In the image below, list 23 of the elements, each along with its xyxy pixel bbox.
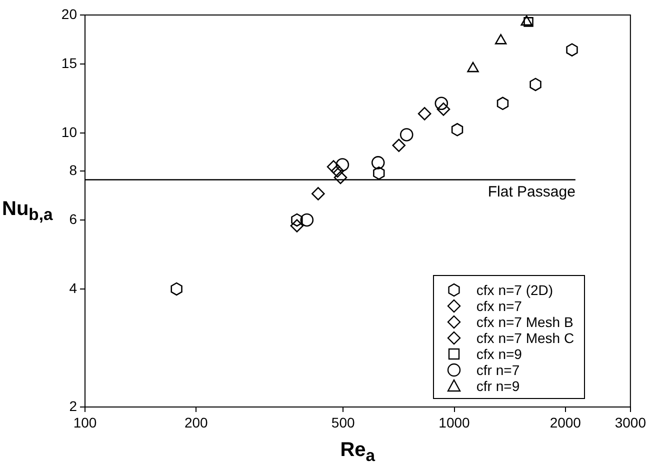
y-tick-label: 8 bbox=[69, 162, 78, 178]
y-tick-label: 20 bbox=[61, 6, 78, 22]
legend-label: cfx n=7 (2D) bbox=[476, 282, 554, 298]
legend-label: cfr n=9 bbox=[476, 378, 520, 394]
y-tick-label: 2 bbox=[69, 398, 78, 414]
legend-label: cfx n=9 bbox=[476, 346, 522, 362]
y-tick-label: 10 bbox=[61, 124, 78, 140]
ref-line-label: Flat Passage bbox=[488, 183, 576, 200]
legend-label: cfx n=7 bbox=[476, 298, 522, 314]
x-tick-label: 500 bbox=[331, 414, 355, 430]
y-tick-label: 6 bbox=[69, 210, 78, 227]
x-axis-title: Re$_{a}$ bbox=[340, 439, 376, 466]
legend-label: cfx n=7 Mesh B bbox=[476, 314, 574, 330]
legend-label: cfr n=7 bbox=[476, 362, 520, 378]
x-tick-label: 200 bbox=[184, 414, 208, 430]
y-axis-title: Nu$_{b,a}$ bbox=[2, 198, 53, 224]
legend-label: cfx n=7 Mesh C bbox=[476, 330, 574, 346]
y-tick-label: 4 bbox=[69, 280, 78, 296]
x-tick-label: 2000 bbox=[550, 414, 582, 430]
y-tick-label: 15 bbox=[61, 54, 78, 71]
x-tick-label: 100 bbox=[73, 414, 97, 430]
x-tick-label: 1000 bbox=[438, 414, 470, 430]
x-tick-label: 3000 bbox=[614, 414, 646, 430]
